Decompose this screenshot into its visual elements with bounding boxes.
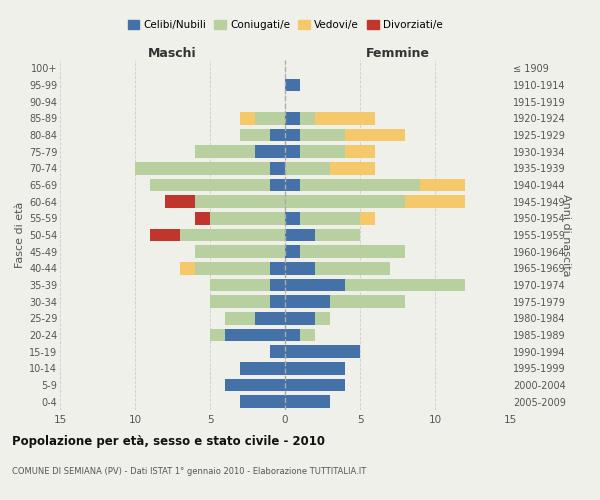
Bar xyxy=(210,279,270,291)
Bar xyxy=(285,229,315,241)
Bar xyxy=(285,379,345,391)
Bar xyxy=(330,296,405,308)
Bar xyxy=(270,279,285,291)
Bar xyxy=(345,146,375,158)
Bar xyxy=(285,146,300,158)
Bar xyxy=(210,329,225,341)
Bar xyxy=(225,312,255,324)
Bar xyxy=(345,279,465,291)
Bar xyxy=(420,179,465,192)
Bar xyxy=(270,262,285,274)
Bar xyxy=(285,346,360,358)
Bar xyxy=(285,246,300,258)
Bar xyxy=(240,112,255,124)
Text: Popolazione per età, sesso e stato civile - 2010: Popolazione per età, sesso e stato civil… xyxy=(12,435,325,448)
Bar xyxy=(300,112,315,124)
Bar xyxy=(315,112,375,124)
Bar xyxy=(195,246,285,258)
Bar xyxy=(270,346,285,358)
Y-axis label: Anni di nascita: Anni di nascita xyxy=(561,194,571,276)
Bar xyxy=(270,296,285,308)
Bar xyxy=(285,279,345,291)
Bar xyxy=(405,196,465,208)
Bar xyxy=(270,179,285,192)
Bar xyxy=(285,129,300,141)
Bar xyxy=(300,212,360,224)
Bar xyxy=(300,146,345,158)
Bar xyxy=(300,129,345,141)
Bar xyxy=(285,296,330,308)
Bar xyxy=(285,79,300,92)
Bar xyxy=(255,312,285,324)
Bar xyxy=(300,329,315,341)
Bar xyxy=(360,212,375,224)
Bar xyxy=(285,312,315,324)
Bar xyxy=(255,146,285,158)
Bar xyxy=(315,229,360,241)
Bar xyxy=(240,362,285,374)
Text: COMUNE DI SEMIANA (PV) - Dati ISTAT 1° gennaio 2010 - Elaborazione TUTTITALIA.IT: COMUNE DI SEMIANA (PV) - Dati ISTAT 1° g… xyxy=(12,468,366,476)
Text: Maschi: Maschi xyxy=(148,47,197,60)
Bar xyxy=(300,179,420,192)
Bar xyxy=(180,262,195,274)
Bar xyxy=(240,129,270,141)
Bar xyxy=(285,212,300,224)
Bar xyxy=(345,129,405,141)
Bar xyxy=(210,296,270,308)
Bar xyxy=(255,112,285,124)
Bar xyxy=(150,179,270,192)
Bar xyxy=(270,162,285,174)
Bar xyxy=(180,229,285,241)
Bar xyxy=(195,262,270,274)
Bar xyxy=(165,196,195,208)
Bar xyxy=(285,162,330,174)
Y-axis label: Fasce di età: Fasce di età xyxy=(14,202,25,268)
Bar xyxy=(285,179,300,192)
Text: Femmine: Femmine xyxy=(365,47,430,60)
Bar xyxy=(195,196,285,208)
Bar xyxy=(270,129,285,141)
Bar xyxy=(210,212,285,224)
Bar xyxy=(285,196,405,208)
Bar xyxy=(225,329,285,341)
Bar xyxy=(285,262,315,274)
Bar xyxy=(330,162,375,174)
Bar xyxy=(285,329,300,341)
Bar xyxy=(285,362,345,374)
Bar xyxy=(285,112,300,124)
Bar xyxy=(135,162,270,174)
Legend: Celibi/Nubili, Coniugati/e, Vedovi/e, Divorziati/e: Celibi/Nubili, Coniugati/e, Vedovi/e, Di… xyxy=(124,16,446,34)
Bar xyxy=(240,396,285,408)
Bar xyxy=(285,396,330,408)
Bar xyxy=(225,379,285,391)
Bar xyxy=(195,146,255,158)
Bar xyxy=(150,229,180,241)
Bar xyxy=(300,246,405,258)
Bar xyxy=(315,312,330,324)
Bar xyxy=(195,212,210,224)
Bar xyxy=(315,262,390,274)
